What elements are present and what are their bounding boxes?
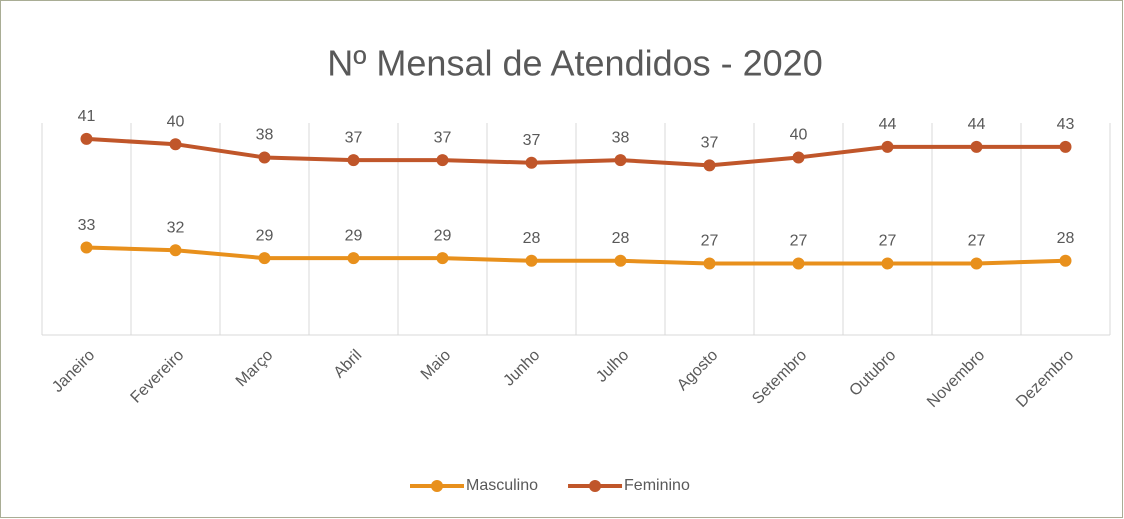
legend-marker xyxy=(431,480,443,492)
data-point xyxy=(436,252,449,265)
data-label: 28 xyxy=(1057,230,1075,247)
data-label: 41 xyxy=(78,108,96,125)
data-label: 37 xyxy=(434,129,452,146)
data-label: 27 xyxy=(879,233,897,250)
data-point xyxy=(614,254,627,267)
data-label: 40 xyxy=(167,113,185,130)
legend-label: Feminino xyxy=(624,477,690,494)
data-label: 43 xyxy=(1057,116,1075,133)
chart-title: Nº Mensal de Atendidos - 2020 xyxy=(327,43,822,84)
data-point xyxy=(169,138,182,151)
data-point xyxy=(792,257,805,270)
series-line xyxy=(86,245,1066,266)
data-label: 27 xyxy=(701,233,719,250)
data-point xyxy=(347,154,360,167)
data-point xyxy=(970,257,983,270)
series-line xyxy=(86,136,1066,168)
data-point xyxy=(169,244,182,257)
data-point xyxy=(80,132,93,145)
data-label: 38 xyxy=(612,129,630,146)
data-label: 38 xyxy=(256,127,274,144)
data-label: 44 xyxy=(879,116,897,133)
data-point xyxy=(525,254,538,267)
data-point xyxy=(258,252,271,265)
data-label: 28 xyxy=(523,230,541,247)
legend-marker xyxy=(589,480,602,492)
data-point xyxy=(1059,254,1072,267)
data-point xyxy=(614,154,627,167)
data-label: 33 xyxy=(78,217,96,234)
data-label: 37 xyxy=(345,129,363,146)
data-point xyxy=(970,140,983,153)
data-label: 37 xyxy=(523,132,541,149)
data-point xyxy=(347,252,360,265)
data-label: 29 xyxy=(256,227,274,244)
data-label: 27 xyxy=(790,233,808,250)
data-point xyxy=(703,159,716,172)
data-point xyxy=(1059,140,1072,153)
data-point xyxy=(525,156,538,169)
data-label: 32 xyxy=(167,219,185,236)
data-point xyxy=(258,151,271,164)
data-point xyxy=(792,151,805,164)
data-label: 27 xyxy=(968,233,986,250)
data-point xyxy=(436,154,449,167)
data-point xyxy=(703,257,716,270)
data-label: 29 xyxy=(345,227,363,244)
legend-label: Masculino xyxy=(466,477,538,494)
data-label: 29 xyxy=(434,227,452,244)
data-label: 40 xyxy=(790,127,808,144)
data-label: 28 xyxy=(612,230,630,247)
data-point xyxy=(881,140,894,153)
data-label: 44 xyxy=(968,116,986,133)
data-point xyxy=(80,241,93,254)
data-point xyxy=(881,257,894,270)
data-label: 37 xyxy=(701,135,719,152)
